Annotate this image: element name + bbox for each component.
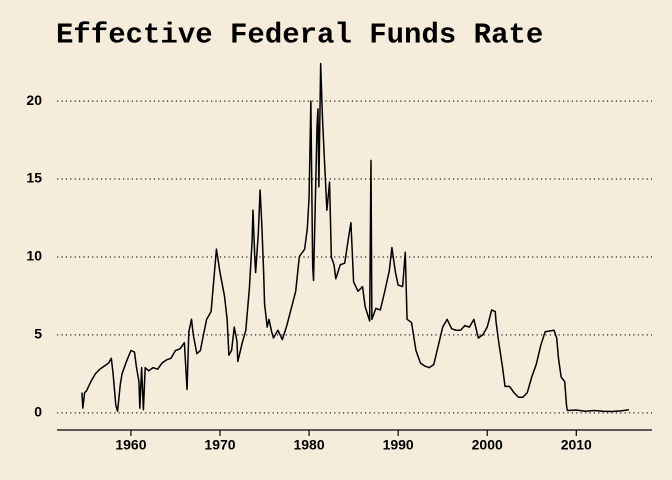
x-tick-label: 2000 [472,437,503,453]
y-tick-label: 15 [26,170,42,186]
x-tick-label: 1960 [115,437,146,453]
y-tick-label: 20 [26,92,42,108]
y-tick-label: 0 [34,404,42,420]
x-tick-label: 2010 [561,437,592,453]
y-tick-label: 10 [26,248,42,264]
x-tick-label: 1990 [383,437,414,453]
chart-title: Effective Federal Funds Rate [56,19,543,52]
x-tick-label: 1980 [293,437,324,453]
x-tick-label: 1970 [204,437,235,453]
y-tick-label: 5 [34,326,42,342]
rate-line [81,62,629,413]
